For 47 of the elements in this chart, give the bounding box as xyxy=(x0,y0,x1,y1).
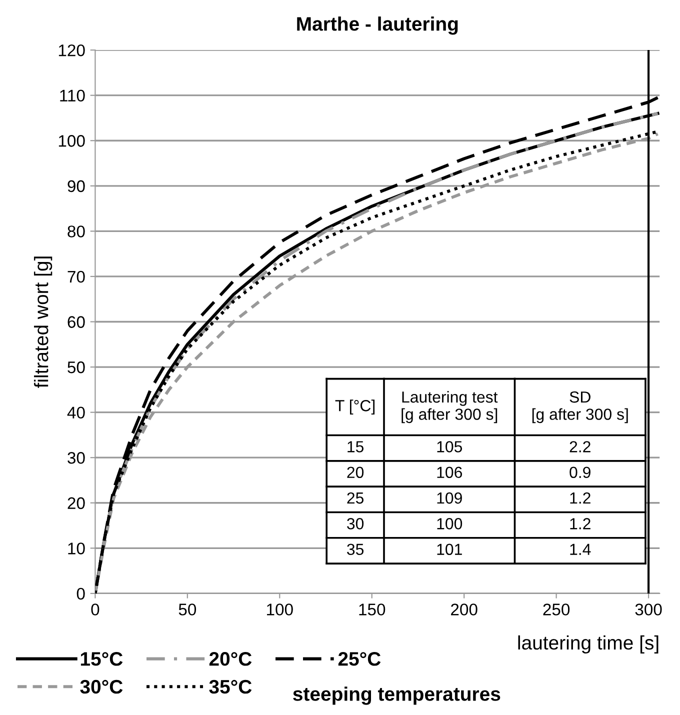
annotation: 1.2 xyxy=(570,518,590,530)
x-tick-label: 200 xyxy=(451,604,478,616)
y-tick-label: 40 xyxy=(67,406,85,419)
annotation: 30 xyxy=(347,518,364,530)
annotation: 25 xyxy=(347,492,364,504)
x-tick-label: 150 xyxy=(359,604,386,616)
chart-title: Marthe - lautering xyxy=(297,16,458,35)
y-tick-label: 20 xyxy=(68,497,85,510)
annotation: 2.2 xyxy=(570,441,590,452)
y-tick-label: 100 xyxy=(58,135,85,147)
y-tick-label: 10 xyxy=(68,542,85,554)
annotation: Lautering test [g after 300 s] xyxy=(402,390,498,424)
x-tick-label: 50 xyxy=(178,604,196,616)
annotation: 101 xyxy=(437,544,462,556)
y-tick-label: 30 xyxy=(68,452,85,464)
annotation: 15 xyxy=(348,441,364,452)
x-tick-label: 0 xyxy=(91,604,100,616)
legend-label: 30°C xyxy=(80,680,123,694)
y-axis-title: filtrated wort [g] xyxy=(34,256,52,388)
y-tick-label: 0 xyxy=(76,588,85,600)
x-tick-label: 100 xyxy=(267,604,293,616)
y-tick-label: 120 xyxy=(58,44,85,56)
annotation: 105 xyxy=(437,441,462,452)
legend-label: 35°C xyxy=(209,680,252,694)
legend-label: 25°C xyxy=(338,652,381,666)
annotation: T [°C] xyxy=(335,400,375,414)
annotation: 1.2 xyxy=(570,492,590,504)
annotation: 106 xyxy=(437,466,462,478)
annotation: SD [g after 300 s] xyxy=(532,391,628,424)
x-axis-title: lautering time [s] xyxy=(518,635,658,654)
y-tick-label: 110 xyxy=(60,90,85,102)
y-tick-label: 90 xyxy=(68,180,85,192)
y-tick-label: 70 xyxy=(68,270,85,283)
y-tick-label: 80 xyxy=(68,226,85,238)
annotation: 109 xyxy=(437,492,462,504)
legend-label: 20°C xyxy=(209,652,252,666)
y-tick-label: 60 xyxy=(68,316,85,328)
x-tick-label: 300 xyxy=(635,604,662,616)
x-tick-label: 250 xyxy=(543,604,570,616)
annotation: 35 xyxy=(347,544,364,556)
legend-label: 15°C xyxy=(80,652,123,666)
annotation: 20 xyxy=(347,466,364,478)
annotation: 100 xyxy=(437,518,462,530)
annotation: 1.4 xyxy=(570,544,591,555)
annotation: 0.9 xyxy=(570,466,590,478)
legend-title: steeping temperatures xyxy=(293,686,500,705)
y-tick-label: 50 xyxy=(68,361,85,374)
